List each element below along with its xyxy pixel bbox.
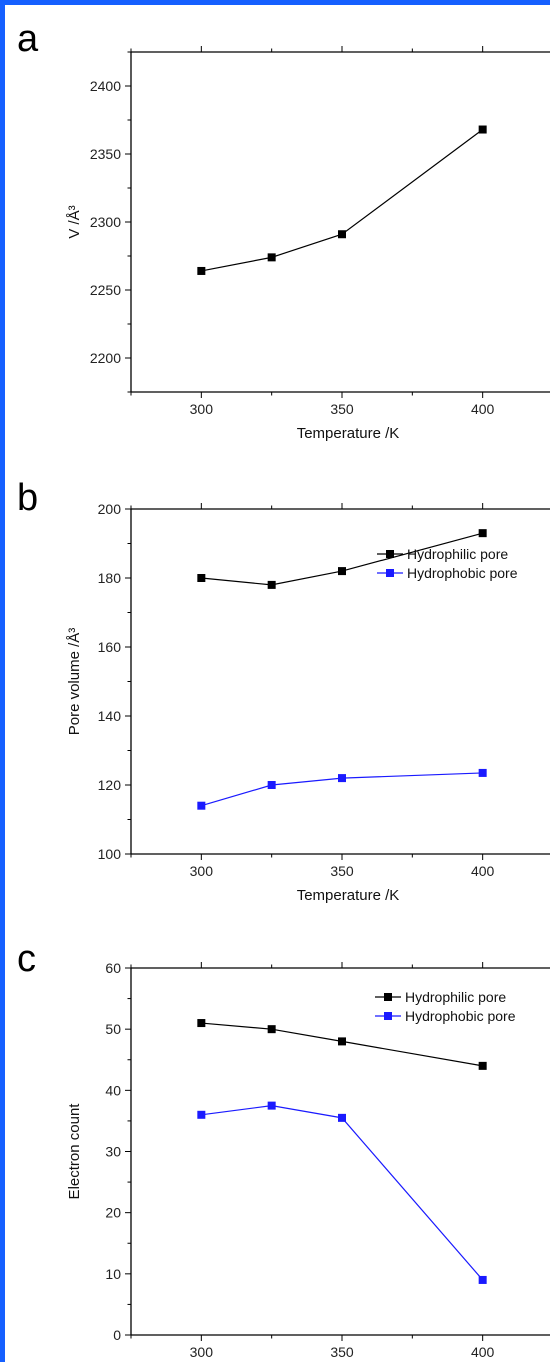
data-point-1	[267, 1101, 276, 1110]
y-tick-label: 2400	[90, 78, 121, 94]
data-point-0	[478, 529, 487, 538]
legend-label-1: Hydrophobic pore	[407, 565, 518, 581]
legend-marker-1	[384, 1012, 392, 1020]
panel-letter: b	[17, 477, 38, 519]
y-tick-label: 2250	[90, 282, 121, 298]
chart-panel-c: c3003504000102030405060Temperature /KEle…	[17, 938, 550, 1360]
series-line-0	[201, 532, 483, 586]
legend-label-1: Hydrophobic pore	[405, 1008, 516, 1024]
y-tick-label: 40	[105, 1082, 121, 1098]
y-tick-label: 10	[105, 1266, 121, 1282]
y-tick-label: 200	[98, 501, 122, 517]
data-point-0	[197, 1019, 206, 1028]
y-tick-label: 100	[98, 846, 122, 862]
data-point-0	[197, 266, 206, 275]
y-tick-label: 0	[113, 1327, 121, 1343]
data-point-0	[267, 253, 276, 262]
legend-marker-0	[386, 550, 394, 558]
y-tick-label: 2350	[90, 146, 121, 162]
panel-letter: c	[17, 938, 36, 980]
panel-letter: a	[17, 18, 39, 60]
x-axis-title: Temperature /K	[297, 425, 400, 442]
x-tick-label: 400	[471, 863, 495, 879]
y-tick-label: 2200	[90, 350, 121, 366]
data-point-0	[478, 125, 487, 134]
legend-label-0: Hydrophilic pore	[405, 989, 506, 1005]
chart-panel-a: a 300 350 400 2200 2250 2300 2350 2400 Temperatur…	[17, 18, 550, 442]
data-point-1	[267, 781, 276, 789]
legend-marker-0	[384, 993, 392, 1001]
y-axis-title: V /Å³	[66, 205, 83, 238]
x-tick-label: 350	[330, 401, 354, 417]
x-tick-label: 300	[190, 863, 214, 879]
data-point-0	[338, 567, 346, 576]
data-point-1	[197, 1110, 206, 1119]
series-line-1	[201, 1105, 484, 1281]
data-point-0	[197, 574, 206, 582]
series-line-0	[201, 129, 484, 272]
x-tick-label: 400	[471, 401, 495, 417]
legend-marker-1	[386, 569, 394, 577]
data-point-1	[338, 774, 346, 783]
y-tick-label: 20	[105, 1205, 121, 1221]
data-point-1	[197, 801, 206, 810]
data-point-1	[338, 1113, 346, 1122]
y-axis-title: Pore volume /Å³	[66, 628, 83, 736]
chart-panel-b: b 300 350 400 100 120 140 160 180 200 Temperature …	[17, 477, 550, 904]
y-tick-label: 2300	[90, 214, 121, 230]
data-point-0	[478, 1061, 487, 1070]
y-tick-label: 180	[98, 570, 122, 586]
y-tick-label: 50	[105, 1021, 121, 1037]
x-tick-label: 350	[330, 1344, 354, 1360]
x-tick-label: 300	[190, 401, 214, 417]
data-point-0	[267, 580, 276, 589]
series-line-0	[201, 1022, 483, 1067]
y-tick-label: 140	[98, 708, 122, 724]
data-point-0	[338, 1037, 346, 1046]
data-point-0	[267, 1025, 276, 1034]
y-tick-label: 60	[105, 960, 121, 976]
y-tick-label: 120	[98, 777, 122, 793]
legend-label-0: Hydrophilic pore	[407, 546, 508, 562]
x-tick-label: 400	[471, 1344, 495, 1360]
y-tick-label: 30	[105, 1144, 121, 1160]
data-point-1	[478, 1275, 487, 1284]
x-tick-label: 300	[190, 1344, 214, 1360]
y-axis-title: Electron count	[66, 1103, 83, 1200]
data-point-1	[478, 768, 487, 777]
x-axis-title: Temperature /K	[297, 887, 400, 904]
data-point-0	[338, 230, 346, 239]
y-tick-label: 160	[98, 639, 122, 655]
series-line-1	[201, 772, 483, 807]
x-tick-label: 350	[330, 863, 354, 879]
